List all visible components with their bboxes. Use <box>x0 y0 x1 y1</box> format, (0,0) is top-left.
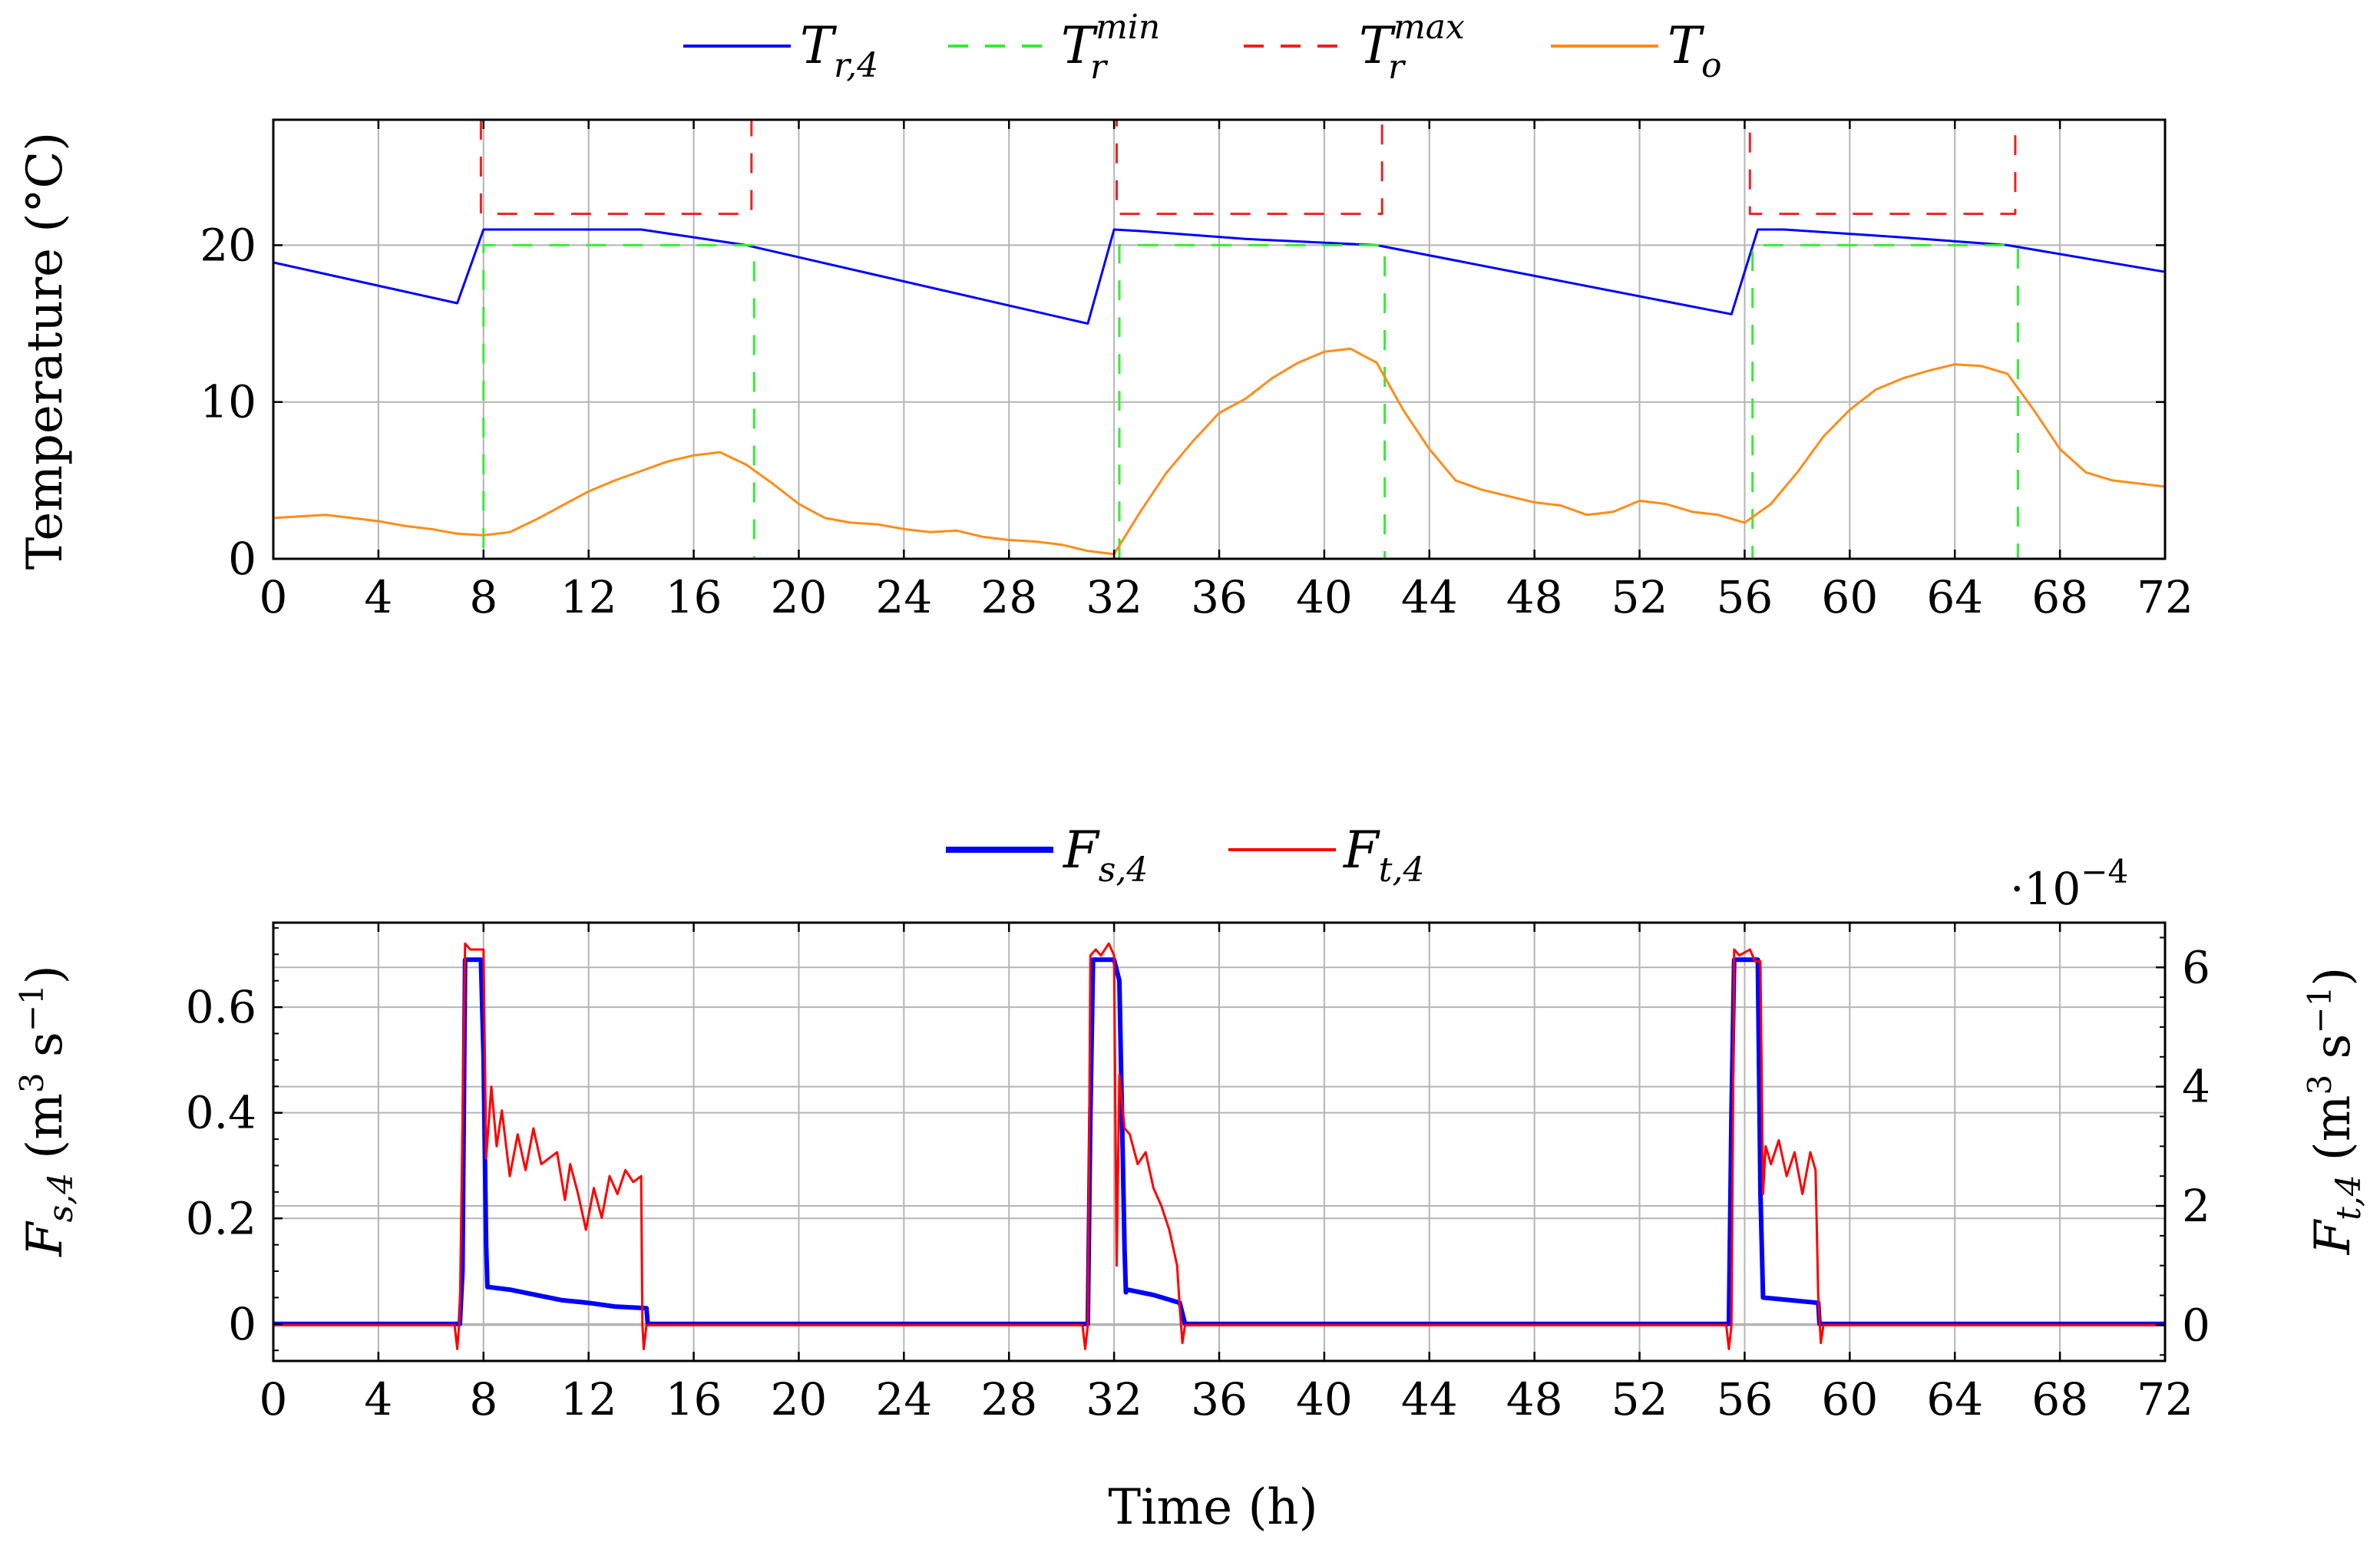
bottom-xtick-label: 36 <box>1191 1373 1248 1425</box>
top-xtick-label: 12 <box>560 571 617 623</box>
top-xtick-label: 48 <box>1506 571 1563 623</box>
top-gridlines <box>273 120 2166 560</box>
bottom-xtick-label: 20 <box>771 1373 828 1425</box>
bottom-xtick-label: 60 <box>1821 1373 1878 1425</box>
legend-label-fs4: Fs,4 <box>1063 821 1148 890</box>
top-xtick-label: 64 <box>1926 571 1983 623</box>
top-xtick-label: 28 <box>980 571 1037 623</box>
top-xtick-label: 72 <box>2137 571 2193 623</box>
top-xtick-label: 52 <box>1611 571 1668 623</box>
bottom-ytick-label: 0 <box>228 1298 256 1350</box>
bottom-left-y-axis-label: Fs,4(m3 s−1) <box>13 965 81 1257</box>
series-line-ft4 <box>273 942 2165 1350</box>
top-legend-box <box>682 11 1737 95</box>
series-line-to <box>273 347 2166 556</box>
top-legend: Tr,4 Trmin Trmax To <box>682 8 1737 95</box>
bottom-xtick-label: 68 <box>2031 1373 2088 1425</box>
top-xtick-label: 20 <box>771 571 828 623</box>
bottom-ytick-label: 0.6 <box>186 981 256 1033</box>
legend-label-tr4: Tr,4 <box>800 16 878 85</box>
top-xtick-label: 16 <box>666 571 722 623</box>
bottom-xtick-label: 24 <box>875 1373 932 1425</box>
top-ytick-label: 0 <box>228 533 256 585</box>
series-line-tr-max <box>479 118 2017 216</box>
series-line-tr-min <box>273 243 2165 560</box>
bottom-xtick-label: 8 <box>469 1373 497 1425</box>
top-xtick-label: 68 <box>2031 571 2088 623</box>
bottom-ytick-label-right: 0 <box>2182 1299 2210 1351</box>
bottom-ticks: 0 4 8 12 16 20 24 28 32 36 40 44 48 52 56 60 64 68 7200.20… <box>186 923 2210 1425</box>
legend-label-ft4: Ft,4 <box>1343 821 1424 890</box>
legend-label-tr-max: Trmax <box>1359 8 1465 87</box>
bottom-xtick-label: 48 <box>1506 1373 1563 1425</box>
bottom-xtick-label: 28 <box>980 1373 1037 1425</box>
bottom-xtick-label: 12 <box>560 1373 617 1425</box>
bottom-xtick-label: 32 <box>1086 1373 1142 1425</box>
top-xtick-label: 60 <box>1821 571 1878 623</box>
bottom-gridlines <box>273 923 2166 1361</box>
top-xtick-label: 40 <box>1296 571 1353 623</box>
bottom-xtick-label: 40 <box>1296 1373 1353 1425</box>
legend-label-tr-min: Trmin <box>1061 8 1160 87</box>
bottom-ytick-label-right: 6 <box>2182 941 2210 993</box>
top-xtick-label: 24 <box>875 571 932 623</box>
series-line-fs4 <box>273 957 2165 1326</box>
right-axis-scale-factor: ·10−4 <box>2010 853 2128 915</box>
top-xtick-label: 8 <box>469 571 497 623</box>
bottom-xtick-label: 56 <box>1717 1373 1773 1425</box>
series-line-tr4 <box>273 228 2166 325</box>
bottom-right-y-axis-label: Ft,4(m3 s−1) <box>2301 967 2368 1256</box>
top-xtick-label: 56 <box>1717 571 1773 623</box>
bottom-xtick-label: 64 <box>1926 1373 1983 1425</box>
bottom-xtick-label: 44 <box>1401 1373 1458 1425</box>
x-axis-label: Time (h) <box>1108 1479 1317 1536</box>
bottom-xtick-label: 72 <box>2137 1373 2193 1425</box>
bottom-series <box>273 942 2165 1350</box>
bottom-legend: Fs,4 Ft,4 <box>946 821 1424 890</box>
bottom-ytick-label-right: 4 <box>2182 1061 2210 1113</box>
top-xtick-label: 0 <box>259 571 288 623</box>
legend-label-to: To <box>1668 16 1722 85</box>
top-series <box>273 118 2166 560</box>
top-ytick-label: 10 <box>200 376 256 428</box>
top-xtick-label: 44 <box>1401 571 1458 623</box>
top-xtick-label: 36 <box>1191 571 1248 623</box>
bottom-ytick-label-right: 2 <box>2182 1180 2210 1232</box>
bottom-ytick-label: 0.2 <box>186 1192 256 1244</box>
top-xtick-label: 32 <box>1086 571 1142 623</box>
bottom-xtick-label: 16 <box>666 1373 722 1425</box>
bottom-xtick-label: 0 <box>259 1373 288 1425</box>
top-ytick-label: 20 <box>200 219 256 271</box>
bottom-ytick-label: 0.4 <box>186 1087 256 1139</box>
bottom-xtick-label: 4 <box>364 1373 392 1425</box>
top-y-axis-label: Temperature (°C) <box>17 132 74 570</box>
bottom-xtick-label: 52 <box>1611 1373 1668 1425</box>
top-xtick-label: 4 <box>364 571 392 623</box>
